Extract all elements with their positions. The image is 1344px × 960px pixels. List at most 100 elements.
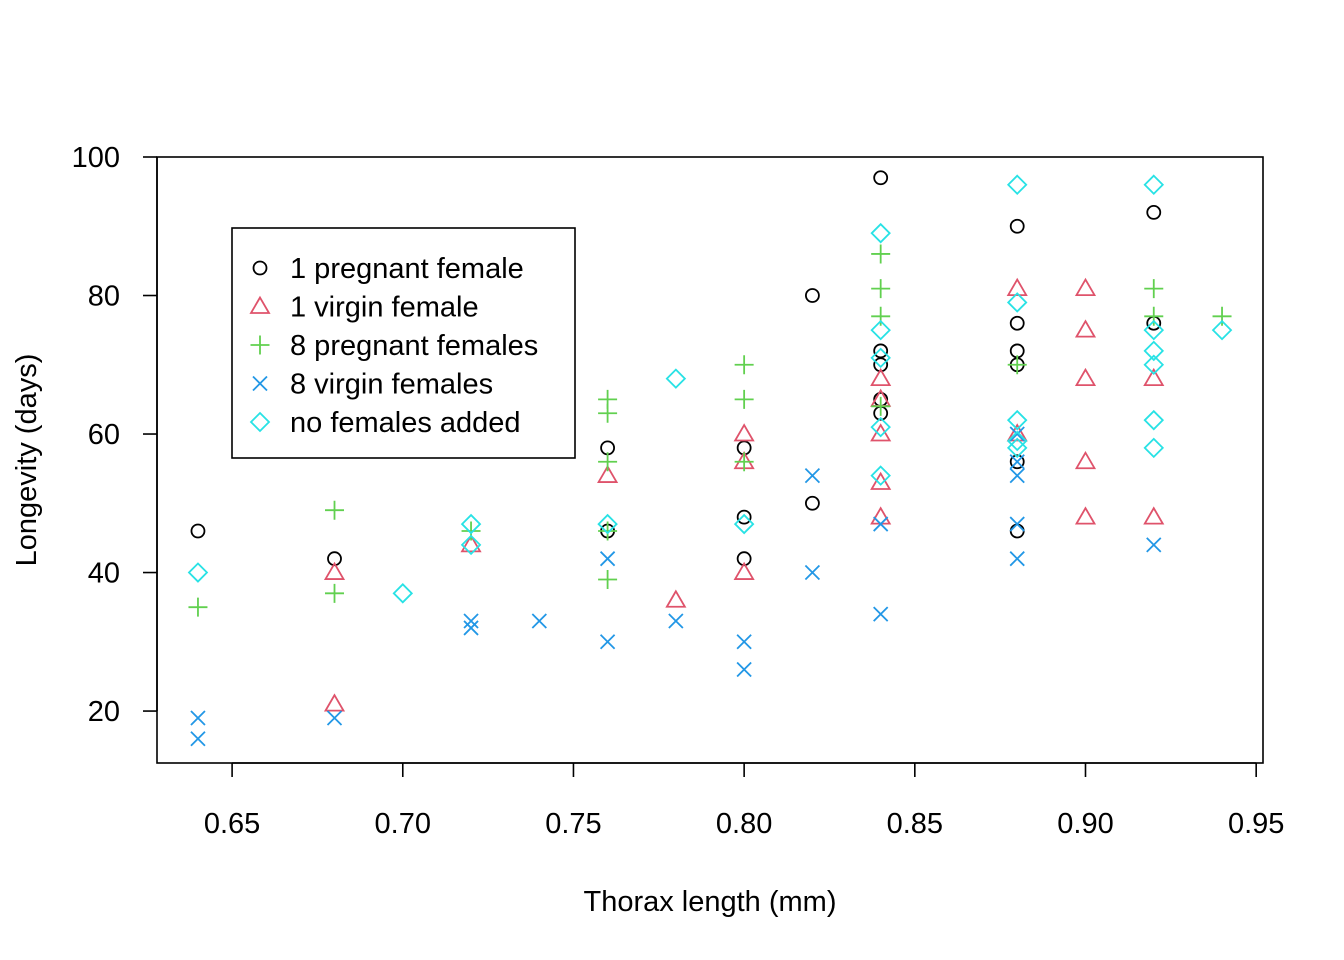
data-point-triangle <box>1074 277 1097 296</box>
data-point-triangle <box>1143 367 1165 387</box>
data-point-triangle <box>1074 506 1097 525</box>
data-point-triangle <box>1074 367 1097 387</box>
data-point-triangle <box>1074 450 1097 470</box>
series-1 <box>323 277 1165 712</box>
x-tick-label: 0.65 <box>204 808 260 840</box>
data-point-triangle <box>323 693 346 712</box>
data-point-plus <box>188 597 208 617</box>
legend-marker-triangle <box>249 295 271 314</box>
data-point-plus <box>325 500 345 520</box>
data-point-triangle <box>870 506 892 525</box>
x-axis: 0.65 0.70 0.75 0.80 0.85 0.90 0.95 <box>204 762 1284 840</box>
data-point-triangle <box>1074 319 1097 338</box>
data-point-cross <box>1009 551 1025 567</box>
y-tick-label: 100 <box>72 142 120 174</box>
data-point-triangle <box>870 423 892 442</box>
data-point-triangle <box>665 589 687 608</box>
data-point-cross <box>463 613 479 629</box>
data-points <box>187 170 1233 747</box>
data-point-diamond <box>1006 292 1028 313</box>
data-point-diamond <box>733 513 755 535</box>
data-point-plus <box>461 521 481 541</box>
data-point-diamond <box>1006 174 1028 195</box>
data-point-triangle <box>460 534 482 553</box>
data-point-plus <box>598 521 618 541</box>
legend: 1 pregnant female 1 virgin female 8 pregna… <box>231 227 576 459</box>
data-point-circle <box>873 170 889 186</box>
data-point-cross <box>736 661 752 678</box>
x-tick-label: 0.90 <box>1057 808 1113 840</box>
legend-item: 8 pregnant females <box>250 330 538 362</box>
data-point-plus <box>598 403 618 423</box>
data-point-diamond <box>1143 409 1165 431</box>
legend-label: 8 pregnant females <box>290 330 538 362</box>
data-point-cross <box>873 606 889 622</box>
data-point-plus <box>325 583 345 603</box>
data-point-cross <box>1009 467 1025 484</box>
legend-marker-plus <box>250 335 270 355</box>
data-point-cross <box>599 634 616 650</box>
data-point-diamond <box>1143 340 1165 362</box>
data-point-diamond <box>187 562 209 583</box>
data-point-diamond <box>1143 174 1165 195</box>
data-point-cross <box>736 634 752 650</box>
data-point-diamond <box>1143 354 1165 376</box>
legend-item: no females added <box>249 407 521 439</box>
y-tick-label: 60 <box>88 419 120 451</box>
legend-label: no females added <box>290 407 521 439</box>
data-point-circle <box>805 288 820 303</box>
data-point-cross <box>599 551 616 567</box>
data-point-cross <box>804 564 821 581</box>
data-point-circle <box>805 495 820 511</box>
x-axis-label: Thorax length (mm) <box>583 886 836 918</box>
data-point-diamond <box>1143 319 1165 341</box>
data-point-circle <box>1009 218 1025 234</box>
data-point-diamond <box>1143 437 1165 459</box>
legend-label: 8 virgin females <box>290 369 493 401</box>
legend-item: 1 virgin female <box>249 292 479 324</box>
y-tick-label: 80 <box>88 281 120 313</box>
legend-marker-cross <box>252 375 268 392</box>
data-point-diamond <box>1211 319 1233 341</box>
legend-label: 1 pregnant female <box>290 253 524 285</box>
data-point-triangle <box>1143 506 1165 525</box>
data-point-cross <box>1009 454 1025 470</box>
data-point-cross <box>1009 426 1025 442</box>
y-axis-label: Longevity (days) <box>11 354 43 567</box>
data-point-plus <box>1144 279 1164 299</box>
data-point-diamond <box>1006 430 1028 452</box>
x-tick-label: 0.80 <box>716 808 772 840</box>
data-point-circle <box>736 509 752 525</box>
data-point-diamond <box>1006 437 1028 459</box>
x-tick-label: 0.85 <box>887 808 943 840</box>
data-point-triangle <box>870 471 892 490</box>
data-point-diamond <box>870 319 891 341</box>
data-point-plus <box>598 569 618 589</box>
data-point-diamond <box>665 368 687 389</box>
data-point-cross <box>1146 537 1162 553</box>
data-point-triangle <box>323 561 346 580</box>
data-point-plus <box>734 452 754 472</box>
data-point-diamond <box>1006 409 1028 431</box>
data-point-plus <box>734 389 754 409</box>
data-point-cross <box>190 731 206 747</box>
data-point-plus <box>871 306 891 326</box>
data-point-diamond <box>392 583 414 604</box>
data-point-cross <box>873 516 889 532</box>
series-2 <box>188 244 1232 617</box>
x-tick-label: 0.75 <box>545 808 601 840</box>
data-point-diamond <box>870 347 891 369</box>
data-point-diamond <box>460 513 482 535</box>
data-point-triangle <box>1006 423 1028 442</box>
legend-label: 1 virgin female <box>290 292 479 324</box>
data-point-plus <box>734 355 754 375</box>
data-point-cross <box>190 710 206 726</box>
data-point-cross <box>804 467 821 484</box>
series-3 <box>190 426 1162 747</box>
data-point-diamond <box>460 534 482 556</box>
series-4 <box>187 174 1233 604</box>
data-point-cross <box>668 613 684 629</box>
data-point-circle <box>1146 205 1162 220</box>
data-point-cross <box>531 613 547 629</box>
legend-item: 8 virgin females <box>252 369 493 401</box>
